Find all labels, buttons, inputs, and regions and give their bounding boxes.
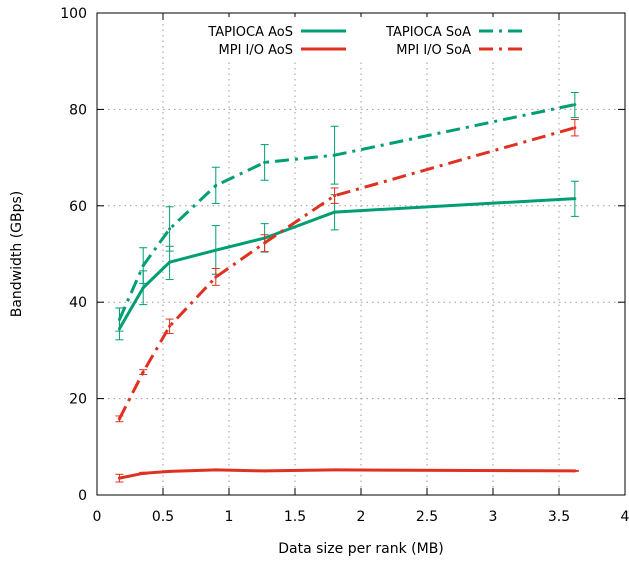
x-tick-label: 3.5 <box>548 509 570 525</box>
y-tick-label: 60 <box>69 199 87 215</box>
x-tick-label: 3 <box>489 509 498 525</box>
x-tick-label: 2.5 <box>416 509 438 525</box>
data-point <box>333 153 337 157</box>
y-axis-label: Bandwidth (GBps) <box>9 191 25 318</box>
x-tick-label: 2 <box>357 509 366 525</box>
series-tapioca-soa <box>115 92 579 332</box>
series-tapioca-aos <box>115 180 579 341</box>
data-point <box>573 103 577 107</box>
data-point <box>263 241 267 245</box>
data-point <box>141 286 145 290</box>
data-point <box>117 476 121 480</box>
legend: TAPIOCA AoS TAPIOCA SoA MPI I/O AoS MPI I/O… <box>207 25 524 58</box>
y-tick-label: 20 <box>69 392 87 408</box>
x-tick-label: 1 <box>225 509 234 525</box>
data-point <box>214 468 218 472</box>
series-mpi-i-o-soa <box>115 119 579 423</box>
x-axis-label: Data size per rank (MB) <box>278 541 444 557</box>
data-point <box>573 126 577 130</box>
x-tick-label: 0 <box>93 509 102 525</box>
x-tick-label: 1.5 <box>284 509 306 525</box>
y-tick-label: 80 <box>69 102 87 118</box>
x-tick-label: 0.5 <box>152 509 174 525</box>
data-point <box>214 275 218 279</box>
y-tick-label: 100 <box>60 6 87 22</box>
series-line-mpi-i-o-aos <box>119 468 575 480</box>
data-point <box>214 184 218 188</box>
data-point <box>168 469 172 473</box>
data-point <box>333 194 337 198</box>
data-point <box>333 468 337 472</box>
x-tick-label: 4 <box>621 509 629 525</box>
data-point <box>333 210 337 214</box>
data-point <box>263 469 267 473</box>
data-point <box>168 227 172 231</box>
series-mpi-i-o-aos <box>115 468 579 483</box>
y-tick-label: 40 <box>69 295 87 311</box>
y-tick-label: 0 <box>78 488 87 504</box>
data-point <box>214 248 218 252</box>
legend-label-mpi-i-o-soa: MPI I/O SoA <box>396 43 471 58</box>
legend-label-tapioca-aos: TAPIOCA AoS <box>207 25 293 40</box>
series-layer <box>115 92 579 483</box>
data-point <box>117 318 121 322</box>
series-line-tapioca-aos <box>118 197 575 330</box>
data-point <box>168 324 172 328</box>
legend-label-tapioca-soa: TAPIOCA SoA <box>385 25 471 40</box>
data-point <box>168 260 172 264</box>
data-point <box>141 264 145 268</box>
data-point <box>141 471 145 475</box>
data-point <box>141 370 145 374</box>
data-point <box>573 469 577 473</box>
legend-label-mpi-i-o-aos: MPI I/O AoS <box>219 43 293 58</box>
series-line-mpi-i-o-soa <box>118 126 576 420</box>
data-point <box>117 417 121 421</box>
legend-box <box>176 17 527 62</box>
grid-layer <box>97 13 625 495</box>
data-point <box>573 197 577 201</box>
data-point <box>263 160 267 164</box>
